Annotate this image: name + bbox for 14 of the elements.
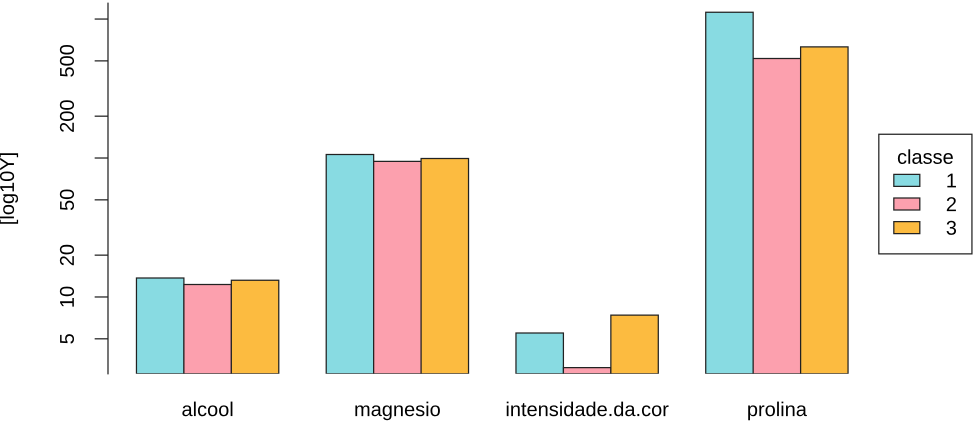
x-tick-label: magnesio bbox=[355, 402, 440, 420]
y-tick-label: 50 bbox=[60, 190, 74, 210]
y-tick-label: 20 bbox=[60, 244, 74, 266]
legend-label: 2 bbox=[946, 197, 956, 212]
y-tick-label: 10 bbox=[60, 286, 74, 307]
legend-title: classe bbox=[898, 149, 953, 164]
y-tick-label: 500 bbox=[60, 44, 74, 77]
y-tick-label: 5 bbox=[60, 334, 74, 344]
legend-label: 3 bbox=[946, 220, 956, 235]
x-tick-label: intensidade.da.cor bbox=[506, 402, 669, 416]
x-tick-label: prolina bbox=[748, 402, 807, 420]
y-tick-label: 200 bbox=[60, 100, 74, 132]
legend-label: 1 bbox=[947, 174, 956, 188]
x-tick-label: alcool bbox=[182, 402, 232, 416]
